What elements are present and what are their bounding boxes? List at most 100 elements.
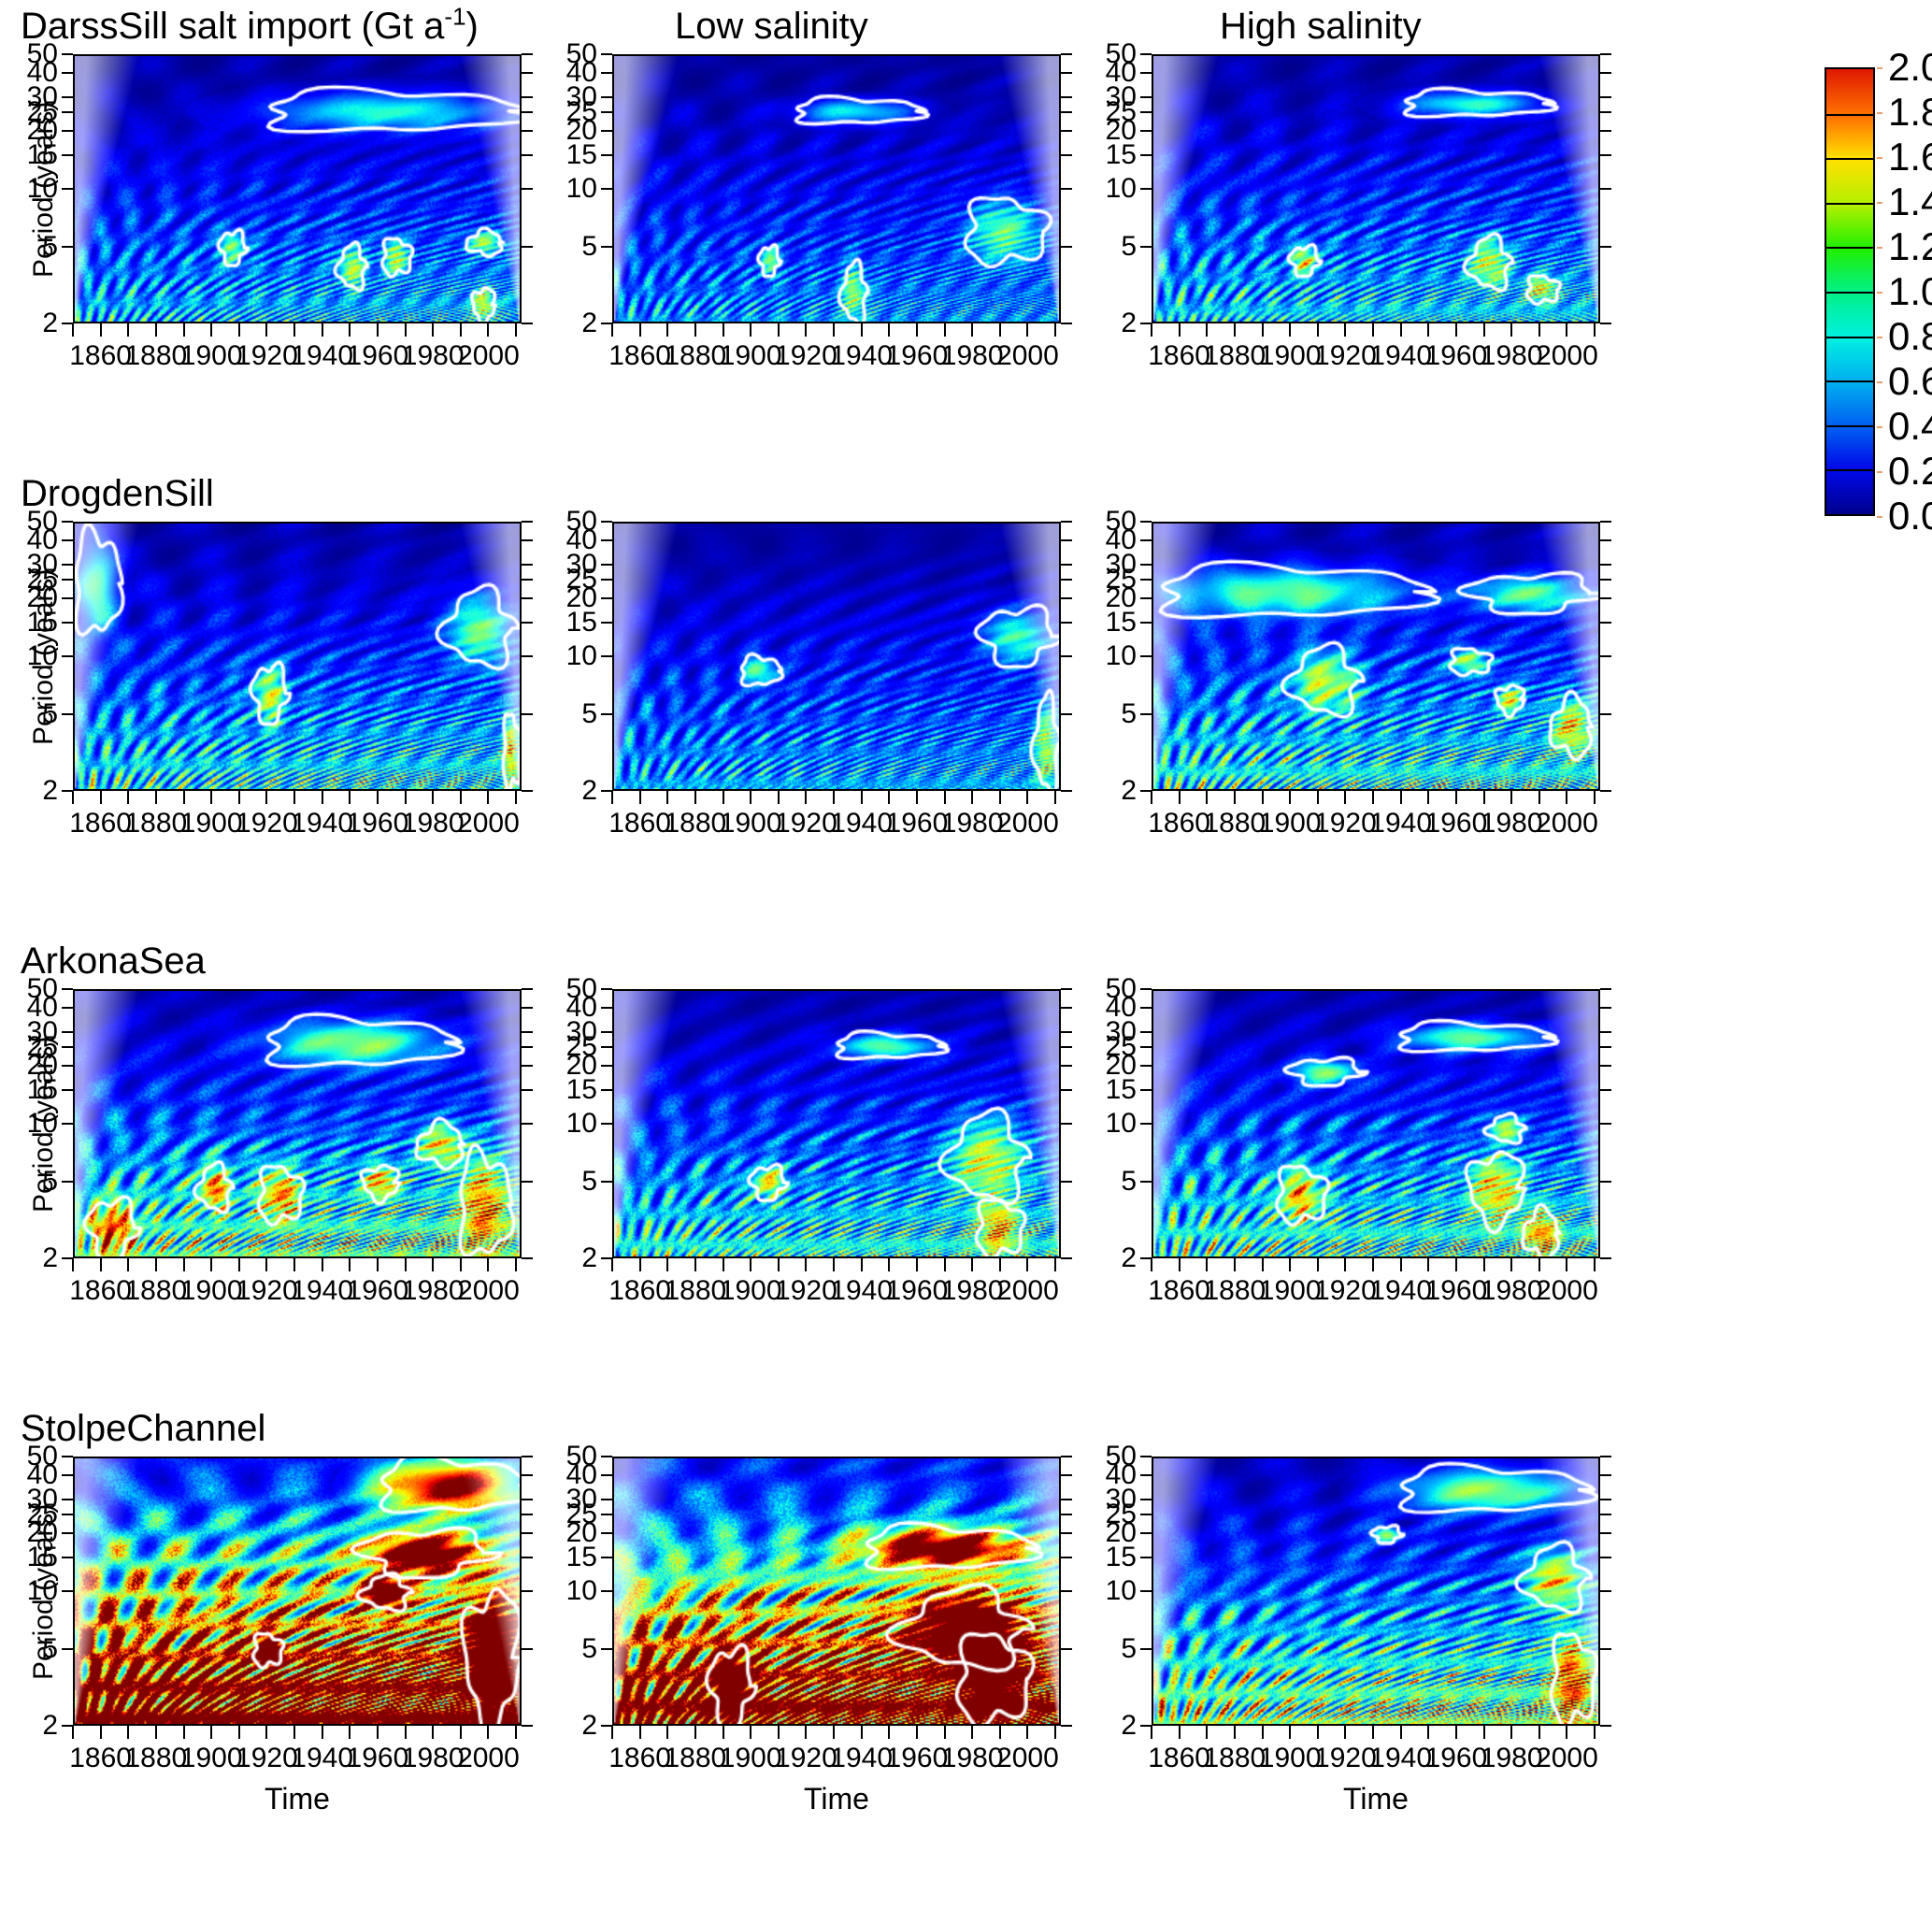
y-tick — [601, 1181, 612, 1184]
x-tick-label: 1980 — [1480, 1275, 1543, 1306]
y-tick — [1061, 579, 1072, 581]
x-tick-label: 1940 — [291, 340, 354, 371]
y-tick-label: 50 — [565, 506, 597, 537]
x-tick — [694, 1726, 696, 1739]
y-tick — [1140, 1473, 1152, 1476]
x-tick — [1233, 1258, 1236, 1271]
x-minor-tick — [1538, 1258, 1540, 1271]
y-tick — [601, 1456, 612, 1457]
colorbar-tick — [1877, 67, 1882, 69]
y-tick — [601, 563, 612, 566]
x-minor-tick — [777, 791, 780, 804]
y-tick-label: 25 — [26, 96, 58, 128]
y-tick — [522, 1456, 533, 1457]
x-minor-tick — [349, 791, 351, 804]
y-tick — [1140, 1006, 1152, 1009]
x-tick-label: 2000 — [996, 1743, 1059, 1773]
x-tick — [487, 791, 490, 804]
y-tick-label: 20 — [1105, 581, 1137, 613]
y-tick — [1600, 1590, 1611, 1592]
x-tick — [487, 323, 490, 337]
x-minor-tick — [1206, 791, 1209, 804]
x-tick-label: 1860 — [69, 1275, 132, 1306]
y-tick — [601, 713, 612, 716]
row-title-arkonasea: ArkonaSea — [21, 940, 206, 982]
x-minor-tick — [293, 791, 296, 804]
x-axis-label: Time — [1343, 1782, 1409, 1816]
y-tick — [601, 988, 612, 990]
x-tick-label: 2000 — [1536, 1743, 1598, 1773]
colorbar-tick-label: 1.40 — [1888, 179, 1932, 223]
y-tick-label: 10 — [565, 173, 597, 204]
x-minor-tick — [1427, 1258, 1430, 1271]
x-minor-tick — [515, 1258, 518, 1271]
x-minor-tick — [127, 1726, 130, 1739]
x-minor-tick — [1538, 1726, 1540, 1739]
y-tick-label: 30 — [26, 1015, 58, 1047]
x-tick — [860, 323, 863, 337]
x-tick-label: 2000 — [996, 808, 1059, 839]
colorbar-tick-label: 1.20 — [1888, 224, 1932, 268]
y-tick-label: 40 — [565, 56, 597, 88]
y-tick-label: 20 — [1105, 1516, 1137, 1548]
x-minor-tick — [1316, 791, 1319, 804]
x-tick — [971, 1726, 974, 1739]
y-tick-label: 5 — [42, 1166, 58, 1198]
column-title-2: Low salinity — [675, 6, 868, 47]
y-tick-label: 40 — [1105, 1458, 1137, 1490]
y-tick — [1140, 713, 1152, 716]
x-minor-tick — [459, 1258, 462, 1271]
x-tick — [1399, 1258, 1402, 1271]
y-tick — [601, 1064, 612, 1067]
wavelet-panel — [612, 1457, 1061, 1726]
x-minor-tick — [293, 323, 296, 337]
x-minor-tick — [1206, 1726, 1209, 1739]
colorbar-tick — [1877, 112, 1882, 114]
y-tick — [1600, 111, 1611, 114]
x-tick-label: 1900 — [719, 808, 782, 839]
x-tick — [265, 791, 268, 804]
y-tick — [601, 129, 612, 132]
y-tick — [1061, 95, 1072, 98]
y-tick-label: 5 — [1121, 1166, 1137, 1198]
x-minor-tick — [1427, 1726, 1430, 1739]
y-tick — [1061, 246, 1072, 249]
x-minor-tick — [182, 1258, 185, 1271]
x-tick-label: 1860 — [608, 1743, 671, 1773]
x-tick-label: 1860 — [69, 808, 132, 839]
x-tick-label: 2000 — [1536, 1275, 1598, 1306]
colorbar-band — [1826, 69, 1873, 114]
y-tick-label: 15 — [565, 606, 597, 638]
x-tick-label: 1880 — [664, 340, 727, 371]
y-tick — [601, 188, 612, 190]
column-title-3: High salinity — [1220, 6, 1422, 47]
y-tick — [1600, 1531, 1611, 1534]
x-tick-label: 1960 — [346, 340, 409, 371]
x-tick-label: 1960 — [346, 1743, 409, 1773]
y-tick — [601, 1088, 612, 1091]
x-tick — [860, 1726, 863, 1739]
x-tick — [1454, 791, 1457, 804]
x-minor-tick — [1151, 1726, 1152, 1739]
y-tick — [1600, 246, 1611, 249]
y-tick — [601, 1725, 612, 1727]
y-tick — [1140, 246, 1152, 249]
y-tick — [1140, 1088, 1152, 1091]
x-minor-tick — [943, 1258, 946, 1271]
y-tick — [62, 1064, 73, 1067]
y-tick — [1061, 153, 1072, 156]
colorbar-tick — [1877, 381, 1882, 383]
x-tick — [750, 1726, 752, 1739]
y-tick — [1061, 1030, 1072, 1033]
y-tick — [601, 1590, 612, 1592]
x-tick-label: 1860 — [1148, 1275, 1210, 1306]
y-tick-label: 40 — [1105, 524, 1137, 555]
x-tick-label: 1900 — [1258, 1743, 1322, 1773]
x-minor-tick — [1594, 323, 1596, 337]
x-tick-label: 1880 — [1203, 1275, 1267, 1306]
colorbar-tick — [1877, 426, 1882, 428]
y-tick-label: 50 — [26, 1441, 58, 1471]
y-tick-label: 2 — [42, 775, 58, 806]
y-tick — [1600, 621, 1611, 624]
